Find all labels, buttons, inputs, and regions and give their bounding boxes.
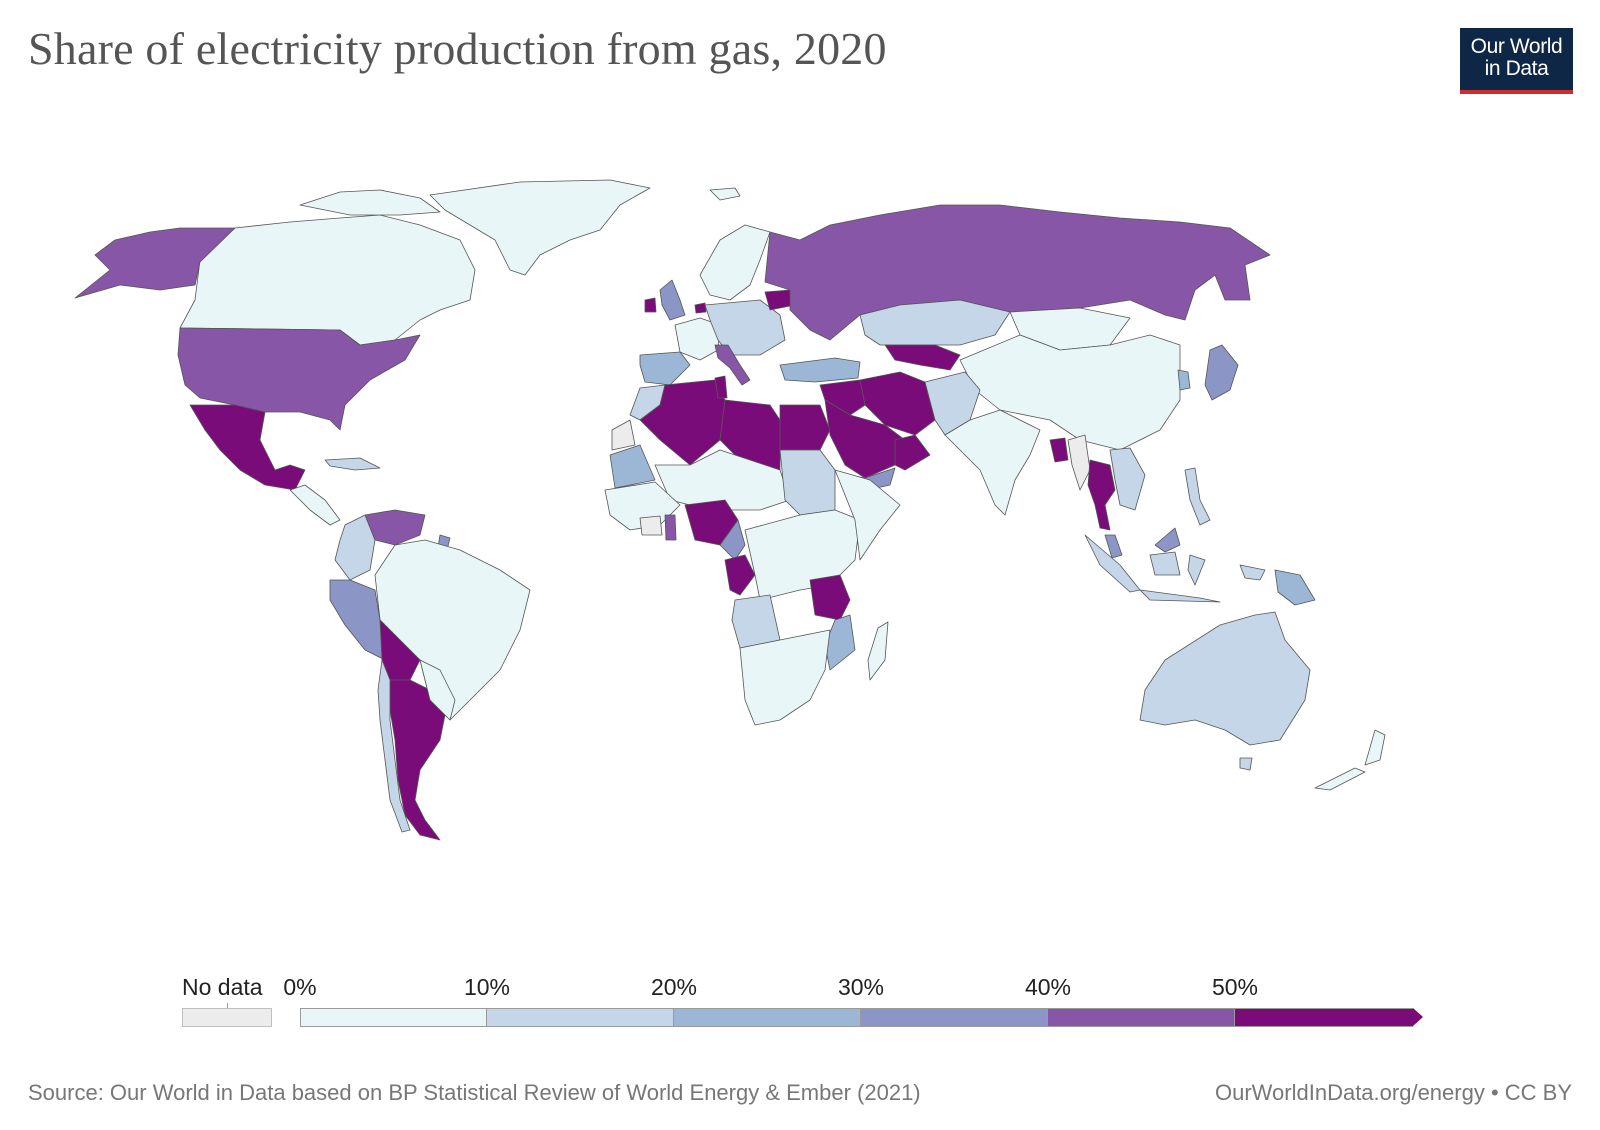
- owid-logo[interactable]: Our World in Data: [1460, 28, 1573, 94]
- region-scandinavia[interactable]: [699, 224, 771, 301]
- region-tasmania[interactable]: [1239, 757, 1253, 771]
- region-malaysia[interactable]: [1104, 527, 1181, 559]
- region-horn-of-africa[interactable]: [834, 469, 901, 561]
- legend-bin-10-20[interactable]: [487, 1008, 674, 1027]
- region-mozambique[interactable]: [824, 614, 856, 671]
- region-indonesia[interactable]: [1084, 534, 1266, 603]
- region-japan[interactable]: [1204, 344, 1239, 401]
- region-tanzania[interactable]: [809, 574, 851, 621]
- region-myanmar[interactable]: [1067, 434, 1091, 491]
- region-russia[interactable]: [764, 204, 1271, 341]
- region-kazakhstan[interactable]: [859, 299, 1011, 346]
- region-central-asia[interactable]: [884, 344, 961, 371]
- legend-tick-40: 40%: [1024, 974, 1072, 1000]
- region-new-zealand[interactable]: [1314, 729, 1386, 791]
- region-united-states[interactable]: [177, 327, 421, 431]
- region-paraguay-uruguay[interactable]: [419, 659, 456, 721]
- region-turkey[interactable]: [779, 357, 861, 383]
- chart-title: Share of electricity production from gas…: [28, 23, 887, 74]
- region-cameroon[interactable]: [719, 519, 746, 561]
- region-iceland[interactable]: [709, 187, 741, 201]
- region-indochina[interactable]: [1109, 447, 1146, 511]
- logo-line-1: Our World: [1470, 35, 1563, 58]
- region-mauritania[interactable]: [609, 444, 656, 489]
- region-angola[interactable]: [731, 594, 781, 649]
- region-venezuela[interactable]: [364, 509, 426, 546]
- region-china[interactable]: [959, 334, 1181, 451]
- region-mexico[interactable]: [189, 404, 306, 491]
- region-central-europe[interactable]: [704, 299, 786, 356]
- legend-tick-30: 30%: [837, 974, 885, 1000]
- region-madagascar[interactable]: [867, 621, 889, 681]
- legend-tick-50: 50%: [1211, 974, 1259, 1000]
- legend-bin-20-30[interactable]: [674, 1008, 861, 1027]
- region-india[interactable]: [944, 409, 1041, 516]
- credit-link[interactable]: OurWorldInData.org/energy • CC BY: [1215, 1080, 1572, 1105]
- region-oman[interactable]: [894, 434, 931, 471]
- region-iran[interactable]: [859, 371, 936, 436]
- region-southern-africa[interactable]: [739, 629, 831, 726]
- region-italy[interactable]: [714, 344, 751, 386]
- legend-no-data-swatch[interactable]: [182, 1008, 272, 1027]
- legend-bin-30-40[interactable]: [861, 1008, 1048, 1027]
- region-sudan[interactable]: [779, 449, 836, 516]
- region-central-america[interactable]: [289, 484, 341, 526]
- region-philippines[interactable]: [1184, 467, 1211, 526]
- region-western-sahara[interactable]: [611, 419, 636, 451]
- region-iberia[interactable]: [639, 351, 691, 386]
- region-iraq[interactable]: [819, 379, 866, 416]
- legend-bin-0-10[interactable]: [300, 1008, 487, 1027]
- legend-tick-10: 10%: [463, 974, 511, 1000]
- legend-bin-40-50[interactable]: [1048, 1008, 1235, 1027]
- legend-bin-over-50[interactable]: [1235, 1008, 1413, 1027]
- legend-no-data-tick: [227, 1003, 228, 1009]
- region-png[interactable]: [1274, 569, 1316, 606]
- legend-no-data-label: No data: [182, 974, 263, 1000]
- region-canada[interactable]: [179, 214, 476, 346]
- logo-line-2: in Data: [1484, 57, 1549, 80]
- region-korea[interactable]: [1177, 369, 1191, 391]
- region-canada-islands[interactable]: [299, 189, 441, 216]
- region-tunisia[interactable]: [714, 375, 728, 399]
- region-ivory-coast[interactable]: [639, 515, 663, 536]
- region-ghana[interactable]: [664, 514, 677, 541]
- legend-tick-0: 0%: [283, 974, 317, 1000]
- region-united-kingdom[interactable]: [659, 279, 686, 321]
- region-chile[interactable]: [377, 659, 411, 833]
- region-cuba[interactable]: [324, 457, 381, 471]
- region-gabon-congo[interactable]: [724, 554, 756, 596]
- legend-color-bar: [300, 1008, 1423, 1027]
- region-netherlands[interactable]: [694, 302, 707, 314]
- legend-arrow-icon: [1413, 1008, 1423, 1026]
- region-egypt[interactable]: [779, 404, 831, 451]
- region-bangladesh[interactable]: [1049, 437, 1069, 463]
- legend-tick-20: 20%: [650, 974, 698, 1000]
- region-alaska[interactable]: [74, 227, 236, 299]
- region-greenland[interactable]: [429, 179, 651, 276]
- region-ireland[interactable]: [644, 297, 657, 313]
- region-australia[interactable]: [1139, 611, 1311, 746]
- region-thailand[interactable]: [1087, 459, 1116, 531]
- source-note[interactable]: Source: Our World in Data based on BP St…: [28, 1080, 921, 1105]
